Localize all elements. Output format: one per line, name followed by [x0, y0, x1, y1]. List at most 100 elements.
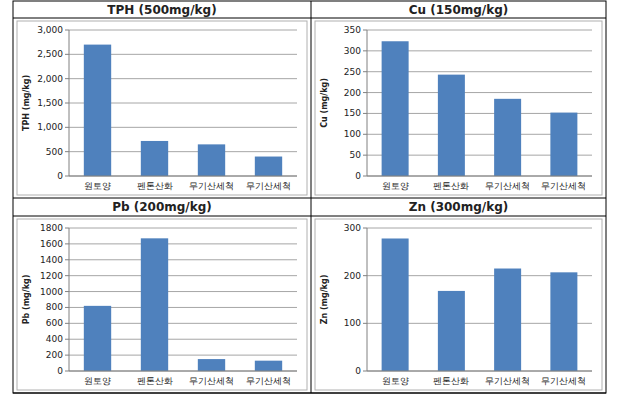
grid-line — [69, 259, 297, 260]
y-tick — [363, 155, 367, 156]
y-tick-label: 300 — [344, 223, 361, 233]
chart-title: Pb (200mg/kg) — [112, 200, 212, 214]
table-divider — [13, 18, 606, 19]
x-tick-label: 펜톤산화 — [137, 181, 173, 191]
chart-area — [315, 21, 602, 195]
y-tick — [363, 92, 367, 93]
grid-line — [69, 228, 297, 229]
chart-title: TPH (500mg/kg) — [107, 3, 216, 17]
bars — [382, 41, 578, 176]
y-tick — [65, 228, 69, 229]
y-tick-label: 250 — [344, 67, 361, 77]
y-tick-label: 500 — [46, 147, 63, 157]
table-divider — [311, 1, 312, 393]
y-tick — [65, 78, 69, 79]
grid-line — [367, 371, 592, 372]
bar — [198, 359, 225, 371]
y-tick-label: 0 — [57, 171, 63, 181]
table-divider — [13, 216, 606, 217]
chart-panel: Pb (200mg/kg)020040060080010001200140016… — [17, 200, 307, 390]
bar — [84, 45, 111, 176]
grid-line — [367, 228, 592, 229]
y-tick-label: 3,000 — [37, 25, 63, 35]
y-tick — [363, 371, 367, 372]
y-tick — [65, 355, 69, 356]
chart-title: Zn (300mg/kg) — [409, 200, 509, 214]
x-axis — [69, 371, 297, 372]
bar — [550, 113, 577, 176]
grid-line — [367, 30, 592, 31]
x-tick-label: 무기산세척 — [246, 376, 291, 386]
grid-line — [367, 176, 592, 177]
chart-area — [315, 219, 602, 390]
y-tick-label: 1000 — [40, 287, 63, 297]
y-tick — [65, 151, 69, 152]
chart-area — [17, 219, 307, 390]
table-divider — [13, 393, 606, 394]
y-axis — [367, 30, 368, 176]
y-tick-label: 600 — [46, 318, 63, 328]
y-tick — [363, 275, 367, 276]
y-tick-label: 0 — [355, 366, 361, 376]
grid-line — [69, 30, 297, 31]
y-tick-label: 1,000 — [37, 122, 63, 132]
y-axis-label: Pb (mg/kg) — [22, 275, 31, 325]
grid-line — [69, 291, 297, 292]
y-axis — [69, 30, 70, 176]
x-tick-label: 원토양 — [84, 376, 111, 386]
bar — [382, 41, 409, 176]
y-axis — [367, 228, 368, 371]
x-tick-label: 펜톤산화 — [137, 376, 173, 386]
chart-area — [17, 21, 307, 195]
y-tick — [363, 113, 367, 114]
grid-line — [69, 176, 297, 177]
y-axis-label: Zn (mg/kg) — [320, 275, 329, 325]
x-tick-label: 펜톤산화 — [433, 181, 469, 191]
x-tick-label: 펜톤산화 — [433, 376, 469, 386]
y-tick-label: 100 — [344, 318, 361, 328]
grid-line — [69, 243, 297, 244]
bars — [84, 45, 282, 176]
y-tick — [65, 323, 69, 324]
y-tick — [363, 323, 367, 324]
table-divider — [13, 198, 606, 199]
y-tick — [363, 71, 367, 72]
y-axis-label: Cu (mg/kg) — [320, 78, 329, 128]
bars — [382, 238, 578, 371]
y-tick-label: 0 — [57, 366, 63, 376]
y-tick-label: 50 — [350, 150, 362, 160]
bar — [494, 99, 521, 176]
table-frame — [13, 1, 606, 393]
y-tick-label: 1,500 — [37, 98, 63, 108]
x-tick-label: 무기산세척 — [246, 181, 291, 191]
figure: TPH (500mg/kg)05001,0001,5002,0002,5003,… — [0, 0, 619, 407]
bar — [84, 306, 111, 371]
bar — [255, 361, 282, 371]
x-tick-label: 무기산세척 — [189, 376, 234, 386]
x-axis — [69, 176, 297, 177]
bar — [438, 75, 465, 176]
x-tick-label: 무기산세척 — [485, 181, 530, 191]
y-tick — [363, 134, 367, 135]
y-tick-label: 1600 — [40, 239, 63, 249]
y-tick-label: 1400 — [40, 255, 63, 265]
x-tick-label: 무기산세척 — [541, 376, 586, 386]
x-tick-label: 무기산세척 — [485, 376, 530, 386]
y-tick — [65, 291, 69, 292]
y-tick — [65, 30, 69, 31]
y-tick — [65, 54, 69, 55]
y-tick-label: 150 — [344, 108, 361, 118]
y-tick — [65, 243, 69, 244]
y-tick-label: 800 — [46, 302, 63, 312]
y-tick-label: 300 — [344, 46, 361, 56]
chart-title: Cu (150mg/kg) — [409, 3, 509, 17]
bar — [141, 141, 168, 176]
bar — [382, 238, 409, 371]
y-tick-label: 200 — [344, 271, 361, 281]
y-tick-label: 0 — [355, 171, 361, 181]
y-tick — [363, 176, 367, 177]
bar — [438, 291, 465, 371]
grid-line — [69, 371, 297, 372]
y-axis-label: TPH (mg/kg) — [22, 75, 31, 131]
y-tick — [65, 259, 69, 260]
